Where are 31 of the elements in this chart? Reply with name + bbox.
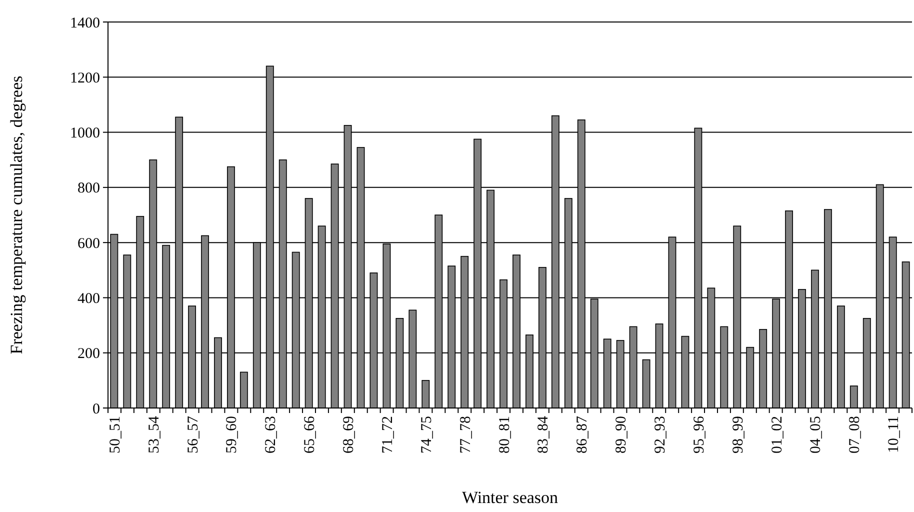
x-tick-label: 50_51 <box>107 416 124 454</box>
x-tick-label: 01_02 <box>769 416 786 454</box>
x-tick-label: 65_66 <box>302 416 318 454</box>
y-tick-label: 1000 <box>70 126 100 142</box>
x-tick-label: 04_05 <box>808 416 824 454</box>
x-tick-label: 10_11 <box>886 416 902 453</box>
y-tick-label: 400 <box>78 290 100 307</box>
x-tick-label: 89_90 <box>614 416 630 454</box>
x-axis-title: Winter season <box>462 488 559 507</box>
x-tick-label: 56_57 <box>185 416 202 454</box>
x-tick-label: 53_54 <box>146 416 162 454</box>
x-tick-label: 83_84 <box>536 416 552 454</box>
x-tick-label: 07_08 <box>847 416 864 454</box>
x-tick-label: 68_69 <box>341 416 358 454</box>
x-tick-label: 92_93 <box>652 416 668 454</box>
y-axis-title: Freezing temperature cumulates, degrees <box>7 76 26 354</box>
y-tick-label: 200 <box>78 346 100 362</box>
x-tick-label: 86_87 <box>574 416 591 454</box>
x-tick-label: 95_96 <box>691 416 708 454</box>
x-tick-label: 77_78 <box>458 416 474 454</box>
y-tick-label: 1400 <box>70 15 100 32</box>
x-tick-label: 59_60 <box>224 416 240 454</box>
x-tick-label: 71_72 <box>380 416 396 454</box>
y-tick-label: 0 <box>92 401 100 418</box>
x-tick-label: 62_63 <box>263 416 280 454</box>
x-tick-label: 98_99 <box>730 416 746 454</box>
x-tick-label: 80_81 <box>496 416 513 454</box>
x-tick-label: 74_75 <box>418 416 435 454</box>
y-tick-label: 1200 <box>70 70 100 86</box>
y-tick-label: 800 <box>78 180 100 197</box>
y-tick-label: 600 <box>78 236 100 252</box>
